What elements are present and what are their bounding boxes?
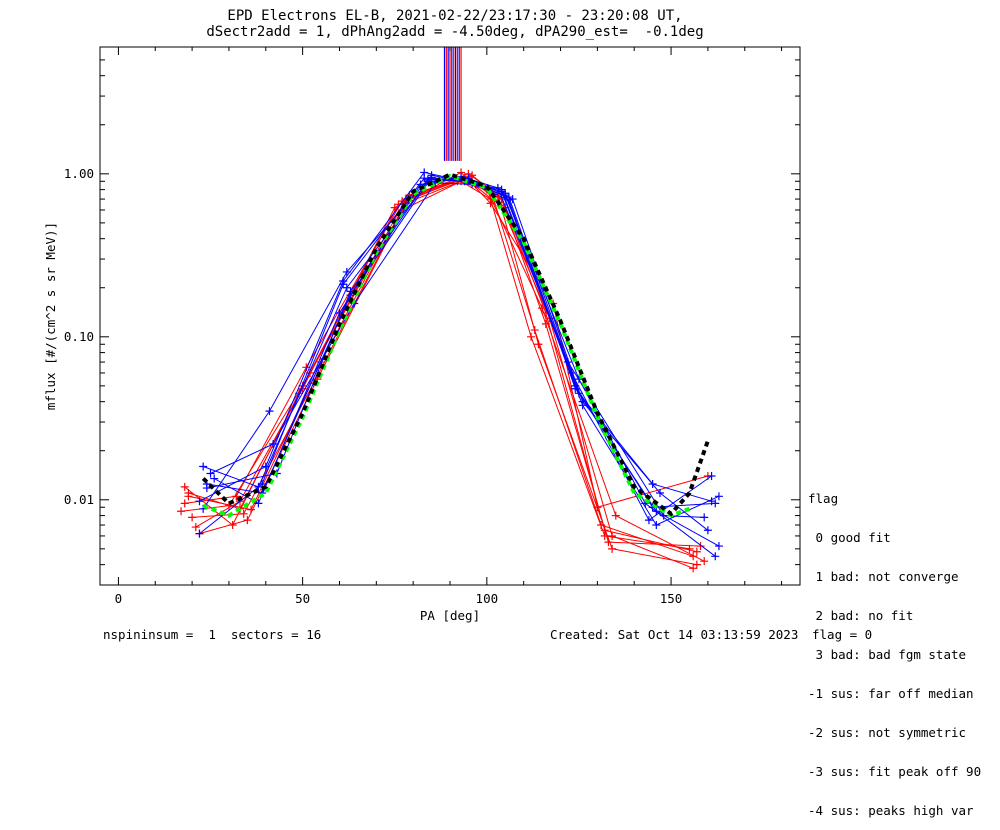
data-point (188, 513, 197, 522)
red-series-line (188, 176, 697, 553)
data-point (600, 526, 609, 535)
data-point (339, 280, 348, 289)
data-point (202, 484, 211, 493)
x-tick-label: 0 (115, 591, 123, 606)
data-point (427, 171, 436, 180)
data-point (508, 195, 517, 204)
data-point (714, 542, 723, 551)
data-point (210, 474, 219, 483)
chart-plot: 0 50 100 150 0.01 0.10 1.00 PA [deg] mflux [#/… (43, 46, 801, 623)
data-point (563, 358, 572, 367)
blue-series-line (199, 171, 712, 521)
data-point (265, 407, 274, 416)
data-point (696, 542, 705, 551)
data-point (604, 538, 613, 547)
marks-layer (177, 47, 723, 573)
data-point (714, 492, 723, 501)
data-point (184, 492, 193, 501)
data-point (199, 462, 208, 471)
x-tick-label: 150 (660, 591, 683, 606)
data-point (692, 560, 701, 569)
data-point (652, 521, 661, 530)
x-axis-label: PA [deg] (420, 608, 480, 623)
black-fit-line (201, 172, 710, 517)
data-point (530, 326, 539, 335)
y-tick-label: 0.01 (64, 492, 94, 507)
red-series-line (199, 174, 701, 547)
data-point (578, 401, 587, 410)
footer-created: Created: Sat Oct 14 03:13:59 2023 (550, 627, 799, 642)
legend-item: -4 sus: peaks high var (808, 803, 974, 818)
data-point (423, 175, 432, 184)
data-point (692, 547, 701, 556)
data-point (180, 499, 189, 508)
data-point (711, 552, 720, 561)
data-point (342, 267, 351, 276)
red-series-line (192, 179, 694, 569)
blue-series-line (206, 174, 712, 502)
data-point (497, 187, 506, 196)
data-point (648, 479, 657, 488)
y-axis-label: mflux [#/(cm^2 s sr MeV)] (43, 222, 58, 410)
data-point (644, 516, 653, 525)
data-point (486, 199, 495, 208)
green-fit-line (202, 173, 691, 518)
data-point (195, 529, 204, 538)
data-point (243, 516, 252, 525)
blue-series-line (210, 182, 709, 531)
red-series-line (181, 180, 690, 550)
data-point (269, 439, 278, 448)
data-point (689, 552, 698, 561)
chart-subtitle: dSectr2add = 1, dPhAng2add = -4.50deg, d… (206, 24, 704, 40)
data-point (206, 469, 215, 478)
y-tick-label: 0.10 (64, 329, 94, 344)
data-point (527, 332, 536, 341)
data-point (254, 499, 263, 508)
flag-legend: flag 0 good fit 1 bad: not converge 2 ba… (808, 466, 981, 830)
legend-title: flag (808, 491, 839, 506)
data-point (703, 526, 712, 535)
data-point (504, 196, 513, 205)
data-point (700, 513, 709, 522)
footer-sector-info: nspininsum = 1 sectors = 16 (103, 627, 322, 642)
data-point (342, 283, 351, 292)
red-series-line (188, 173, 697, 566)
data-point (608, 531, 617, 540)
red-series-line (184, 176, 694, 557)
data-point (195, 497, 204, 506)
ticks-layer: 0 50 100 150 0.01 0.10 1.00 (64, 46, 800, 606)
data-point (261, 462, 270, 471)
legend-item: 0 good fit (808, 530, 891, 545)
blue-series-line (199, 177, 720, 534)
data-point (232, 492, 241, 501)
legend-item: -2 sus: not symmetric (808, 725, 967, 740)
data-point (180, 482, 189, 491)
data-point (700, 557, 709, 566)
data-point (177, 507, 186, 516)
data-point (656, 489, 664, 498)
legend-item: 1 bad: not converge (808, 569, 959, 584)
legend-item: -1 sus: far off median (808, 686, 974, 701)
x-tick-label: 100 (476, 591, 499, 606)
legend-item: -3 sus: fit peak off 90 (808, 764, 982, 779)
legend-item: 2 bad: no fit (808, 608, 914, 623)
data-point (611, 511, 620, 520)
data-point (239, 509, 248, 518)
data-point (420, 174, 429, 183)
data-point (247, 505, 256, 514)
x-tick-label: 50 (295, 591, 310, 606)
footer-flag: flag = 0 (812, 627, 873, 642)
data-point (689, 564, 698, 573)
chart-title: EPD Electrons EL-B, 2021-02-22/23:17:30 … (227, 8, 683, 24)
data-point (191, 523, 200, 532)
data-point (608, 544, 617, 553)
red-series-line (184, 180, 705, 562)
blue-series-line (213, 176, 705, 518)
y-tick-label: 1.00 (64, 166, 94, 181)
data-point (685, 544, 694, 553)
data-point (707, 471, 716, 480)
